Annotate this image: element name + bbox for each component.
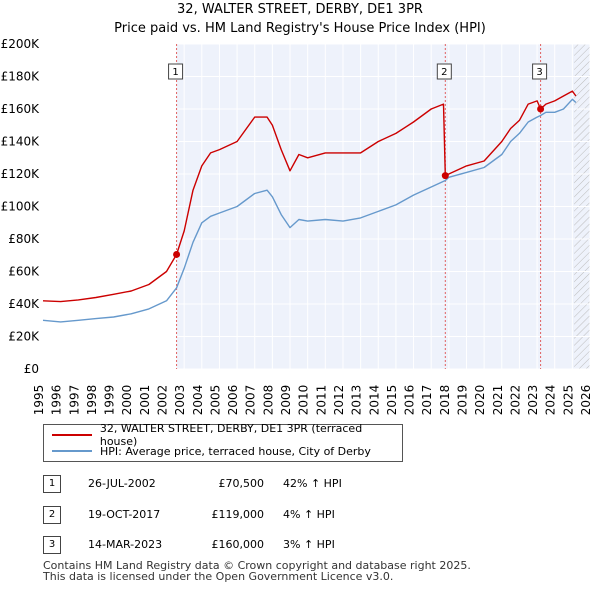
x-tick-label: 2006 — [226, 385, 240, 416]
x-tick-label: 1997 — [67, 385, 81, 416]
x-tick-label: 2008 — [261, 385, 275, 416]
x-tick-label: 2010 — [297, 385, 311, 416]
transaction-hpi: 3% ↑ HPI — [283, 538, 335, 551]
y-tick-label: £80K — [8, 232, 40, 246]
chart-subtitle: Price paid vs. HM Land Registry's House … — [114, 21, 486, 36]
legend-swatch-hpi — [52, 450, 92, 452]
x-tick-label: 1995 — [32, 385, 46, 416]
footer: Contains HM Land Registry data © Crown c… — [43, 560, 471, 582]
transaction-marker-box — [532, 63, 548, 80]
y-tick-label: £60K — [8, 265, 40, 279]
legend-swatch-property — [52, 434, 92, 436]
legend-label-hpi: HPI: Average price, terraced house, City… — [100, 444, 371, 458]
transaction-marker-label: 2 — [441, 67, 447, 78]
x-tick-label: 2022 — [508, 385, 522, 416]
x-tick-label: 2007 — [244, 385, 258, 416]
legend-item-hpi: HPI: Average price, terraced house, City… — [52, 443, 371, 459]
transaction-number: 1 — [43, 475, 61, 493]
x-tick-label: 2004 — [191, 385, 205, 416]
y-tick-label: £120K — [1, 167, 41, 181]
y-tick-label: £180K — [1, 70, 41, 84]
transaction-marker-box — [436, 63, 452, 80]
x-tick-label: 2005 — [208, 385, 222, 416]
transaction-date: 14-MAR-2023 — [88, 538, 163, 551]
y-tick-label: £20K — [8, 330, 40, 344]
sale-point — [173, 250, 181, 258]
transaction-hpi: 42% ↑ HPI — [283, 477, 342, 490]
x-tick-label: 2017 — [420, 385, 434, 416]
x-tick-label: 2001 — [138, 385, 152, 416]
transaction-price: £160,000 — [211, 538, 265, 551]
legend-item-property: 32, WALTER STREET, DERBY, DE1 3PR (terra… — [52, 422, 402, 448]
price-chart: 1 2 3 £0 £20K £40K £60K £80K £100K £120K £140K £16… — [1, 37, 593, 416]
y-tick-label: £40K — [8, 297, 40, 311]
y-tick-label: £160K — [1, 102, 41, 116]
x-tick-label: 2003 — [173, 385, 187, 416]
x-tick-label: 2023 — [526, 385, 540, 416]
legend-label-property: 32, WALTER STREET, DERBY, DE1 3PR (terra… — [99, 422, 363, 448]
transaction-price: £70,500 — [218, 477, 265, 490]
x-tick-label: 2025 — [561, 385, 575, 416]
x-tick-label: 2015 — [385, 385, 399, 416]
transaction-hpi: 4% ↑ HPI — [283, 508, 335, 521]
x-tick-label: 1998 — [85, 385, 99, 416]
x-tick-label: 2011 — [314, 385, 328, 416]
y-tick-label: £140K — [1, 135, 41, 149]
x-tick-label: 2020 — [473, 385, 487, 416]
sale-point — [441, 172, 449, 180]
x-tick-label: 2000 — [120, 385, 134, 416]
transaction-marker-label: 3 — [536, 67, 542, 78]
x-tick-label: 2018 — [438, 385, 452, 416]
x-tick-label: 1999 — [103, 385, 117, 416]
transaction-number: 2 — [43, 506, 61, 524]
chart-title: 32, WALTER STREET, DERBY, DE1 3PR — [177, 2, 423, 17]
x-tick-label: 2026 — [579, 385, 593, 416]
transaction-date: 19-OCT-2017 — [88, 508, 161, 521]
transaction-marker-label: 1 — [172, 67, 178, 78]
x-tick-label: 1996 — [50, 385, 64, 416]
x-tick-label: 2002 — [156, 385, 170, 416]
series-line-hpi — [42, 98, 577, 323]
footer-licence: This data is licensed under the Open Gov… — [43, 570, 394, 583]
x-tick-label: 2013 — [350, 385, 364, 416]
sale-point — [537, 105, 545, 113]
y-tick-label: £200K — [1, 37, 41, 51]
y-tick-label: £100K — [1, 200, 41, 214]
series-line-property — [42, 90, 577, 303]
transaction-marker-box — [168, 63, 184, 80]
transaction-price: £119,000 — [211, 508, 265, 521]
x-tick-label: 2016 — [403, 385, 417, 416]
y-tick-label: £0 — [24, 362, 39, 376]
transaction-number: 3 — [43, 536, 61, 554]
x-tick-label: 2009 — [279, 385, 293, 416]
transaction-date: 26-JUL-2002 — [88, 477, 156, 490]
x-tick-label: 2024 — [544, 385, 558, 416]
x-tick-label: 2021 — [491, 385, 505, 416]
legend: 32, WALTER STREET, DERBY, DE1 3PR (terra… — [43, 422, 403, 462]
footer-copyright: Contains HM Land Registry data © Crown c… — [43, 559, 471, 572]
x-tick-label: 2019 — [455, 385, 469, 416]
x-tick-label: 2012 — [332, 385, 346, 416]
x-tick-label: 2014 — [367, 385, 381, 416]
